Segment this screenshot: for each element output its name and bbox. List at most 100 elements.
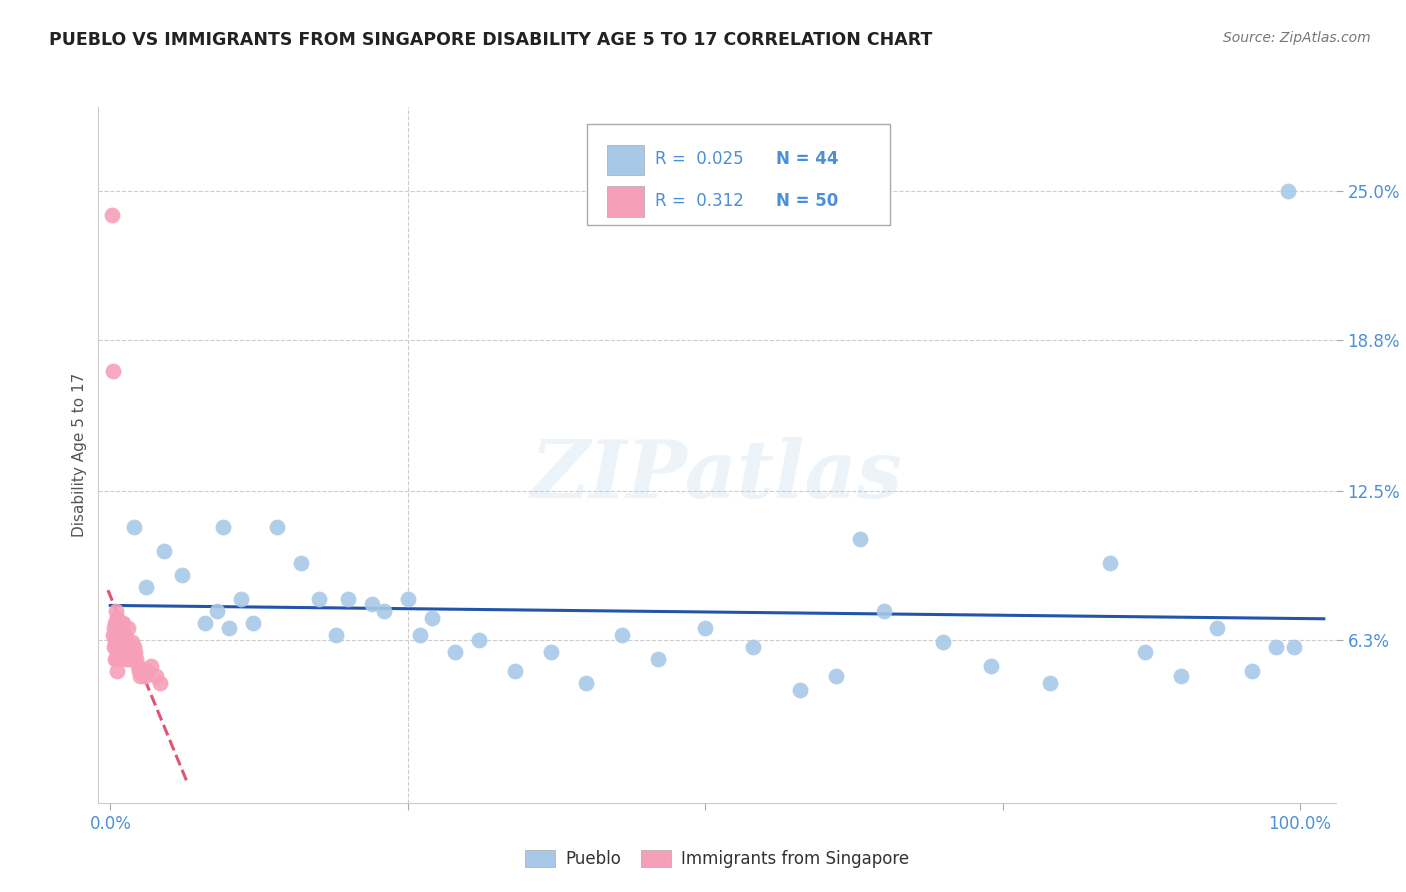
- FancyBboxPatch shape: [607, 145, 644, 175]
- Point: [207, 604, 229, 618]
- Point: [101, 364, 124, 378]
- Text: N = 50: N = 50: [776, 192, 839, 210]
- Point: [105, 640, 128, 654]
- Point: [1282, 640, 1305, 654]
- Point: [789, 683, 811, 698]
- Point: [420, 611, 443, 625]
- Point: [118, 652, 141, 666]
- Point: [290, 556, 312, 570]
- Point: [194, 615, 217, 630]
- Point: [107, 628, 129, 642]
- Point: [170, 567, 193, 582]
- Point: [112, 632, 135, 647]
- Text: Source: ZipAtlas.com: Source: ZipAtlas.com: [1223, 31, 1371, 45]
- Point: [127, 659, 149, 673]
- Point: [107, 611, 129, 625]
- Point: [1170, 668, 1192, 682]
- Point: [136, 664, 159, 678]
- Point: [103, 640, 125, 654]
- Point: [396, 591, 419, 606]
- Point: [117, 621, 139, 635]
- Point: [1135, 645, 1157, 659]
- Text: R =  0.312: R = 0.312: [655, 192, 744, 210]
- Point: [153, 544, 176, 558]
- FancyBboxPatch shape: [588, 124, 890, 226]
- Point: [107, 645, 129, 659]
- Text: N = 44: N = 44: [776, 150, 839, 169]
- Point: [110, 615, 132, 630]
- Point: [122, 652, 145, 666]
- Point: [122, 520, 145, 534]
- Point: [114, 628, 136, 642]
- Point: [101, 628, 124, 642]
- Point: [266, 520, 288, 534]
- Point: [872, 604, 894, 618]
- Point: [129, 668, 152, 682]
- Point: [105, 604, 128, 618]
- Point: [125, 652, 148, 666]
- Point: [1205, 621, 1227, 635]
- FancyBboxPatch shape: [607, 186, 644, 217]
- Point: [647, 652, 669, 666]
- Point: [145, 668, 167, 682]
- Point: [114, 635, 136, 649]
- Point: [741, 640, 763, 654]
- Point: [105, 652, 128, 666]
- Point: [1265, 640, 1288, 654]
- Point: [1241, 664, 1264, 678]
- Point: [849, 532, 872, 546]
- Point: [111, 628, 134, 642]
- Point: [104, 615, 127, 630]
- Point: [825, 668, 848, 682]
- Point: [103, 621, 125, 635]
- Point: [110, 635, 132, 649]
- Text: ZIPatlas: ZIPatlas: [531, 437, 903, 515]
- Point: [444, 645, 467, 659]
- Point: [117, 640, 139, 654]
- Point: [373, 604, 395, 618]
- Point: [108, 628, 131, 642]
- Point: [218, 621, 240, 635]
- Point: [107, 621, 129, 635]
- Point: [540, 645, 562, 659]
- Point: [325, 628, 347, 642]
- Point: [100, 208, 122, 222]
- Point: [104, 635, 127, 649]
- Point: [337, 591, 360, 606]
- Point: [503, 664, 526, 678]
- Point: [124, 645, 146, 659]
- Point: [134, 668, 156, 682]
- Point: [114, 652, 136, 666]
- Point: [408, 628, 430, 642]
- Text: R =  0.025: R = 0.025: [655, 150, 744, 169]
- Text: PUEBLO VS IMMIGRANTS FROM SINGAPORE DISABILITY AGE 5 TO 17 CORRELATION CHART: PUEBLO VS IMMIGRANTS FROM SINGAPORE DISA…: [49, 31, 932, 49]
- Point: [114, 645, 136, 659]
- Point: [115, 640, 138, 654]
- Legend: Pueblo, Immigrants from Singapore: Pueblo, Immigrants from Singapore: [519, 843, 915, 874]
- Point: [112, 615, 135, 630]
- Point: [308, 591, 330, 606]
- Point: [104, 652, 127, 666]
- Point: [107, 640, 129, 654]
- Point: [135, 580, 157, 594]
- Point: [361, 597, 384, 611]
- Point: [695, 621, 717, 635]
- Point: [121, 635, 143, 649]
- Point: [242, 615, 264, 630]
- Y-axis label: Disability Age 5 to 17: Disability Age 5 to 17: [72, 373, 87, 537]
- Point: [139, 659, 162, 673]
- Point: [1039, 676, 1062, 690]
- Point: [468, 632, 491, 647]
- Point: [610, 628, 633, 642]
- Point: [120, 645, 142, 659]
- Point: [108, 645, 131, 659]
- Point: [128, 664, 150, 678]
- Point: [575, 676, 598, 690]
- Point: [231, 591, 253, 606]
- Point: [122, 640, 145, 654]
- Point: [131, 664, 153, 678]
- Point: [107, 652, 129, 666]
- Point: [980, 659, 1002, 673]
- Point: [212, 520, 235, 534]
- Point: [107, 664, 129, 678]
